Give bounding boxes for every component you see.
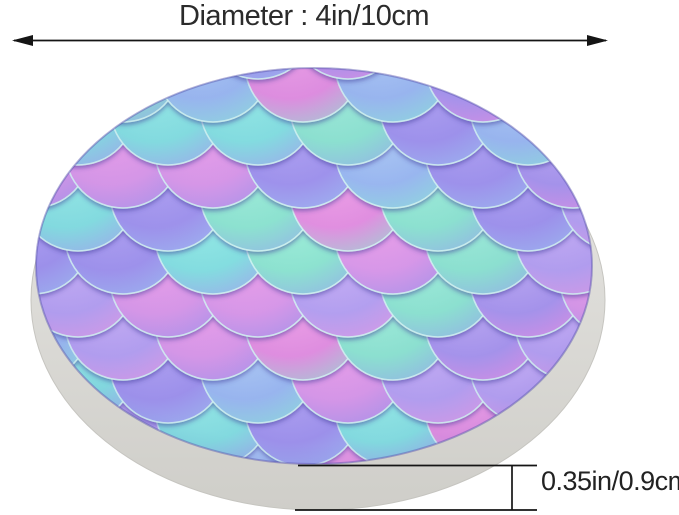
scale [650,0,679,79]
scale [650,221,679,337]
scale [469,68,587,80]
scale [650,135,679,251]
scale [650,49,679,165]
scale [36,68,47,166]
scale [379,68,497,80]
thickness-bracket [295,464,537,511]
scale [36,68,92,123]
scale [605,92,679,208]
diameter-dimension-label: Diameter : 4in/10cm [179,0,430,32]
thickness-dimension-label: 0.35in/0.9cm [541,466,679,496]
scale [559,68,592,80]
scale [199,68,317,80]
scale [36,392,47,464]
diameter-arrow [12,35,608,46]
scale [36,68,137,80]
scale [605,350,679,466]
scale [514,68,592,123]
scale [605,264,679,380]
scale [605,178,679,294]
scale [36,435,92,464]
scale [605,6,679,122]
scale [559,68,592,166]
scale [109,68,227,80]
scale [650,307,679,423]
